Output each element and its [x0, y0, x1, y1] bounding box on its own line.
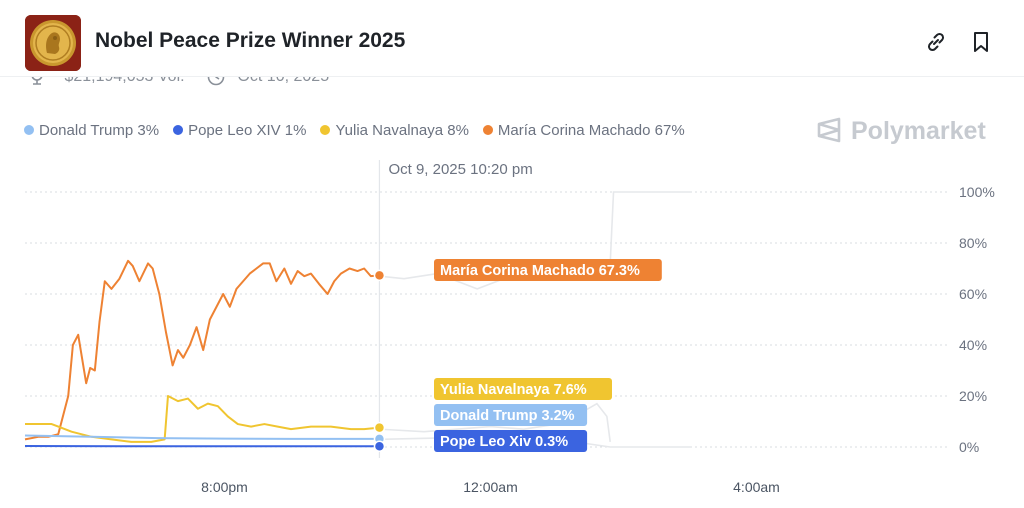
legend-label: Donald Trump 3% [39, 122, 160, 139]
page-title: Nobel Peace Prize Winner 2025 [95, 29, 406, 52]
series-hover-dot [373, 421, 386, 434]
series-value-badge [434, 259, 662, 281]
legend-item-machado[interactable]: María Corina Machado 67% [482, 122, 685, 139]
series-value-badge [434, 430, 588, 452]
series-hover-dot [373, 269, 386, 282]
y-tick-label: 60% [959, 286, 987, 302]
link-icon[interactable] [924, 30, 948, 54]
legend-label: Yulia Navalnaya 8% [335, 122, 469, 139]
y-tick-label: 0% [959, 439, 979, 455]
y-tick-label: 40% [959, 337, 987, 353]
x-tick-label: 8:00pm [201, 479, 248, 495]
series-value-badge [434, 378, 612, 400]
y-tick-label: 80% [959, 235, 987, 251]
legend-dot [24, 125, 34, 135]
market-header: Nobel Peace Prize Winner 2025 [0, 0, 1024, 77]
series-value-badge [434, 404, 588, 426]
y-tick-label: 100% [959, 184, 995, 200]
x-tick-label: 12:00am [463, 479, 517, 495]
brand-name: Polymarket [851, 117, 986, 145]
x-tick-label: 4:00am [733, 479, 780, 495]
polymarket-logo: Polymarket [815, 116, 986, 146]
series-line[interactable] [24, 434, 380, 440]
bookmark-icon[interactable] [969, 30, 993, 54]
polymarket-logo-icon [817, 117, 841, 143]
series-hover-dot [373, 440, 386, 452]
legend-dot [320, 125, 331, 135]
legend-dot [482, 125, 493, 135]
y-tick-label: 20% [959, 388, 987, 404]
series-line[interactable] [25, 395, 380, 443]
legend-item-pope-leo[interactable]: Pope Leo XIV 1% [173, 122, 306, 139]
series-value-label: María Corina Machado 67.3% [440, 263, 640, 279]
legend-dot [173, 125, 184, 135]
hover-date-label: Oct 9, 2025 10:20 pm [388, 161, 532, 178]
legend-label: Pope Leo XIV 1% [188, 122, 307, 139]
series-line[interactable] [24, 259, 380, 441]
series-value-label: Yulia Navalnaya 7.6% [440, 382, 587, 398]
series-value-label: Pope Leo Xiv 0.3% [440, 434, 568, 450]
legend-label: María Corina Machado 67% [497, 122, 685, 139]
series-value-label: Donald Trump 3.2% [440, 408, 575, 424]
legend-item-trump[interactable]: Donald Trump 3% [24, 122, 159, 139]
nobel-medal-icon[interactable] [25, 15, 81, 71]
probability-chart[interactable]: 100% 80% 60% 40% 20% 0% 8:00pm 12:00am 4:00am Oct… [0, 150, 1024, 508]
legend-item-navalnaya[interactable]: Yulia Navalnaya 8% [320, 122, 469, 139]
chart-legend: Donald Trump 3% Pope Leo XIV 1% Yulia Nava… [24, 122, 699, 139]
